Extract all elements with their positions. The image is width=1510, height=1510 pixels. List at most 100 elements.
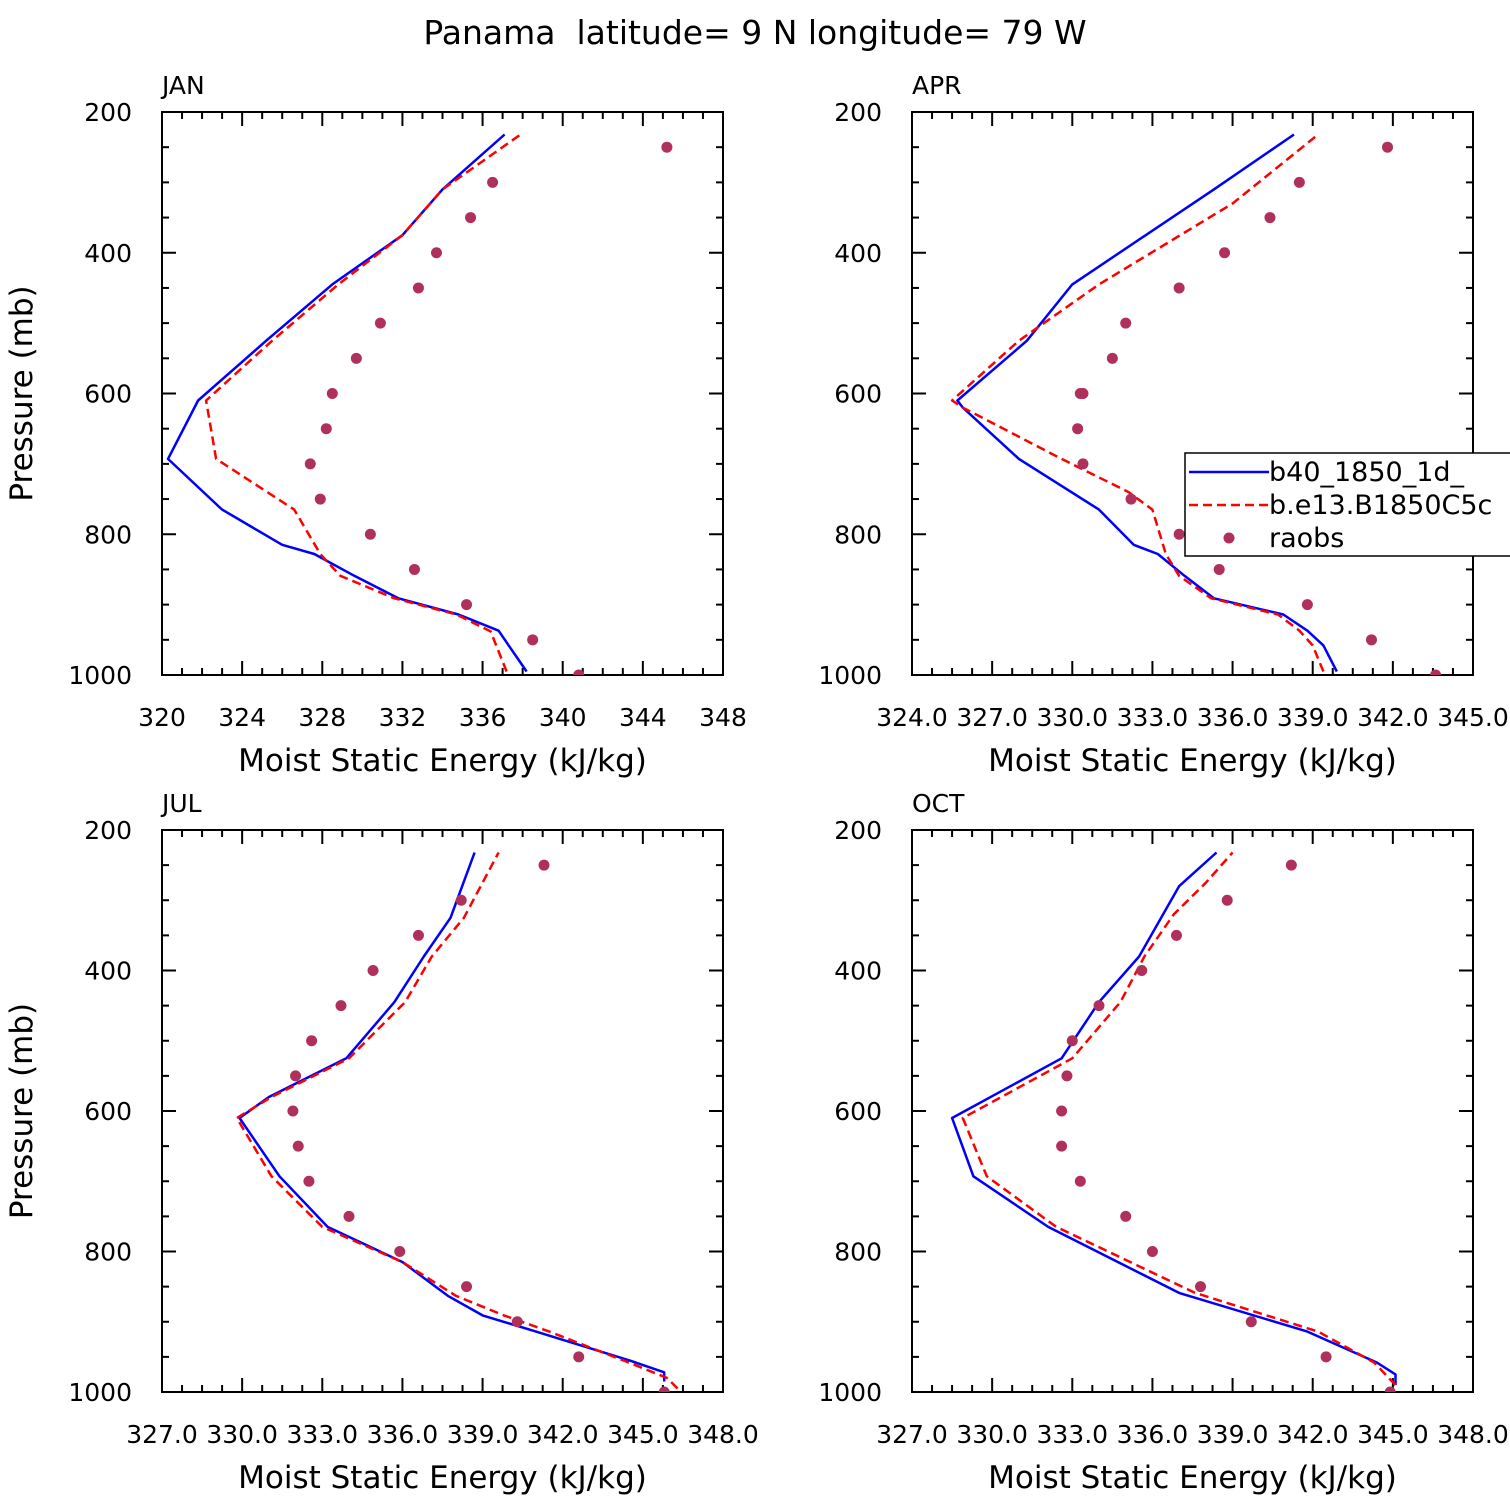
- raobs-point: [290, 1070, 302, 1082]
- x-tick-label: 336.0: [1117, 1420, 1189, 1449]
- raobs-point: [1074, 1175, 1086, 1187]
- raobs-point: [1077, 458, 1089, 470]
- raobs-point: [1264, 212, 1276, 224]
- y-tick-label: 400: [834, 239, 882, 268]
- x-tick-label: 336.0: [367, 1420, 439, 1449]
- x-tick-label: 332: [379, 703, 427, 732]
- series-line-b40: [950, 851, 1397, 1385]
- y-axis-label: Pressure (mb): [4, 1003, 40, 1219]
- raobs-point: [306, 1035, 318, 1047]
- raobs-point: [1382, 141, 1394, 153]
- y-tick-label: 400: [84, 239, 132, 268]
- raobs-point: [1125, 493, 1137, 505]
- y-tick-label: 200: [84, 816, 132, 845]
- x-tick-label: 345.0: [607, 1420, 679, 1449]
- raobs-point: [1213, 563, 1225, 575]
- raobs-point: [1384, 1386, 1396, 1392]
- raobs-point: [465, 212, 477, 224]
- data-layer: [166, 133, 673, 675]
- raobs-point: [1056, 1105, 1068, 1117]
- raobs-point: [455, 894, 467, 906]
- raobs-point: [320, 423, 332, 435]
- raobs-point: [1093, 1000, 1105, 1012]
- raobs-point: [1293, 176, 1305, 188]
- raobs-point: [661, 141, 673, 153]
- x-tick-label: 339.0: [447, 1420, 519, 1449]
- x-tick-label: 333.0: [286, 1420, 358, 1449]
- raobs-point: [367, 965, 379, 976]
- series-line-b-e13: [950, 133, 1325, 672]
- raobs-point: [1146, 1246, 1158, 1257]
- raobs-point: [303, 1175, 315, 1187]
- series-line-b-e13: [204, 133, 522, 672]
- x-tick-label: 336: [459, 703, 507, 732]
- x-tick-label: 327.0: [126, 1420, 198, 1449]
- y-tick-label: 200: [834, 98, 882, 127]
- x-tick-label: 330.0: [956, 1420, 1028, 1449]
- plot-frame: [911, 111, 1474, 676]
- y-tick-label: 200: [84, 98, 132, 127]
- data-layer: [950, 851, 1397, 1392]
- x-axis-label: Moist Static Energy (kJ/kg): [238, 1460, 647, 1496]
- raobs-point: [430, 247, 442, 259]
- x-tick-label: 348.0: [1437, 1420, 1509, 1449]
- y-tick-label: 600: [834, 380, 882, 409]
- y-tick-label: 800: [84, 520, 132, 549]
- x-tick-label: 333.0: [1117, 703, 1189, 732]
- x-tick-label: 342.0: [527, 1420, 599, 1449]
- data-layer: [950, 133, 1442, 675]
- legend-marker: [1223, 532, 1235, 544]
- plot-frame: [161, 829, 724, 1393]
- raobs-point: [350, 352, 362, 364]
- raobs-point: [1285, 859, 1297, 871]
- raobs-point: [314, 493, 326, 505]
- raobs-point: [364, 528, 376, 540]
- panel-label: JAN: [160, 71, 205, 100]
- x-tick-label: 340: [539, 703, 587, 732]
- raobs-point: [1219, 247, 1231, 259]
- x-axis-label: Moist Static Energy (kJ/kg): [238, 743, 647, 779]
- raobs-point: [1195, 1281, 1207, 1293]
- plot-frame: [911, 829, 1474, 1393]
- x-tick-label: 336.0: [1197, 703, 1269, 732]
- series-line-b40: [956, 133, 1338, 673]
- raobs-point: [1170, 929, 1182, 941]
- x-tick-label: 342.0: [1277, 1420, 1349, 1449]
- x-tick-label: 324.0: [876, 703, 948, 732]
- panel-apr: APR 324.0 327.0 330.0 333.0 336.0 339.0 342.0 34…: [818, 71, 1508, 779]
- legend-label: b40_1850_1d_: [1269, 457, 1465, 488]
- panel-label: OCT: [912, 789, 965, 818]
- raobs-point: [287, 1105, 299, 1117]
- x-tick-label: 333.0: [1036, 1420, 1108, 1449]
- x-tick-label: 345.0: [1437, 703, 1509, 732]
- raobs-point: [1245, 1316, 1257, 1328]
- x-tick-label: 348: [699, 703, 747, 732]
- x-tick-label: 330.0: [206, 1420, 278, 1449]
- x-tick-label: 339.0: [1197, 1420, 1269, 1449]
- y-tick-label: 200: [834, 816, 882, 845]
- raobs-point: [1430, 669, 1442, 675]
- raobs-point: [1061, 1070, 1073, 1082]
- y-tick-label: 800: [834, 1238, 882, 1267]
- y-tick-label: 400: [84, 957, 132, 986]
- raobs-point: [1365, 634, 1377, 646]
- y-tick-label: 800: [84, 1238, 132, 1267]
- y-tick-label: 1000: [68, 1378, 132, 1407]
- raobs-point: [527, 634, 539, 646]
- raobs-point: [658, 1386, 670, 1392]
- raobs-point: [1077, 388, 1089, 399]
- data-layer: [235, 851, 679, 1392]
- series-line-b40: [238, 852, 666, 1382]
- raobs-point: [1301, 599, 1313, 611]
- raobs-point: [1136, 965, 1148, 976]
- x-tick-label: 327.0: [876, 1420, 948, 1449]
- x-tick-label: 339.0: [1277, 703, 1349, 732]
- x-axis-label: Moist Static Energy (kJ/kg): [988, 1460, 1397, 1496]
- raobs-point: [1173, 282, 1185, 294]
- plot-frame: [161, 111, 724, 676]
- panel-jan: JAN 320 324 328 332 336 340 344 348 200 400 600 800 1…: [4, 71, 747, 779]
- y-axis-label: Pressure (mb): [4, 285, 40, 501]
- y-tick-label: 600: [84, 1097, 132, 1126]
- series-line-b-e13: [961, 851, 1397, 1386]
- x-tick-label: 328: [298, 703, 346, 732]
